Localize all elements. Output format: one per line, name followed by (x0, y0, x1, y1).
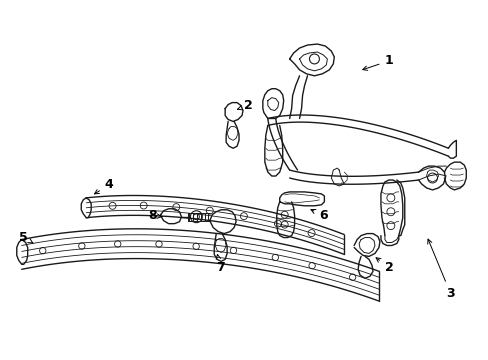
Text: 6: 6 (310, 209, 327, 222)
Text: 4: 4 (94, 179, 113, 194)
Text: 5: 5 (20, 231, 33, 244)
Text: 3: 3 (427, 239, 454, 300)
Text: 2: 2 (375, 258, 392, 274)
Text: 2: 2 (237, 99, 252, 112)
Text: 1: 1 (362, 54, 392, 70)
Text: 8: 8 (148, 209, 162, 222)
Text: 7: 7 (215, 255, 224, 274)
